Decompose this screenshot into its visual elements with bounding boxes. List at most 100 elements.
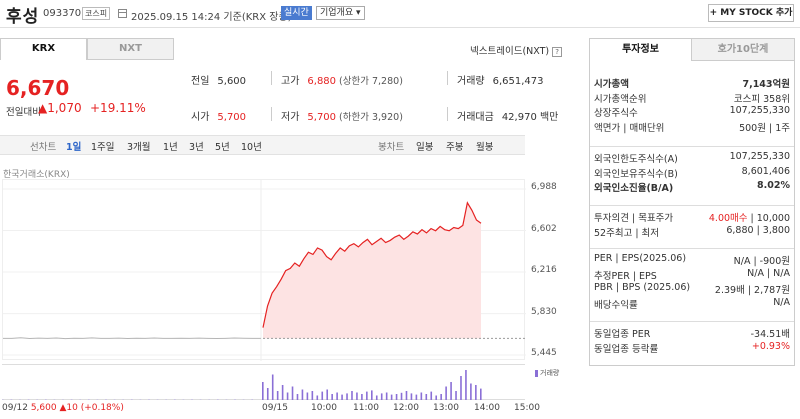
x-tick-label: 13:00 bbox=[433, 403, 459, 413]
period-daily[interactable]: 일봉 bbox=[416, 142, 434, 153]
volume-bar bbox=[435, 395, 438, 400]
volume-bar bbox=[266, 388, 269, 400]
tab-nxt[interactable]: NXT bbox=[87, 38, 174, 60]
period-weekly[interactable]: 주봉 bbox=[446, 142, 464, 153]
nxt-link[interactable]: 넥스트레이드(NXT)? bbox=[470, 43, 563, 57]
amount-value: 42,970 백만 bbox=[501, 112, 559, 123]
volume-bar bbox=[191, 399, 193, 400]
volume-bar bbox=[336, 392, 338, 400]
volume-bar bbox=[460, 376, 462, 400]
volume-bar bbox=[234, 399, 236, 400]
volume-bar bbox=[242, 399, 245, 400]
period-3m[interactable]: 3개월 bbox=[127, 142, 151, 153]
volume-bar bbox=[380, 393, 383, 400]
volume-bar bbox=[375, 395, 378, 400]
volume-bar bbox=[217, 399, 219, 400]
period-1w[interactable]: 1주일 bbox=[91, 142, 115, 153]
volume-bar bbox=[45, 399, 47, 400]
divider bbox=[590, 146, 794, 147]
volume-bar bbox=[480, 388, 482, 400]
tab-orderbook[interactable]: 호가10단계 bbox=[692, 39, 794, 61]
volume-bar bbox=[405, 391, 408, 400]
divider bbox=[447, 71, 448, 85]
volume-chart bbox=[2, 370, 482, 400]
volume-bar bbox=[27, 399, 30, 400]
volume-bar bbox=[311, 391, 314, 400]
volume-bar bbox=[331, 394, 333, 400]
volume-bar bbox=[425, 394, 428, 400]
info-value: 7,143억원 bbox=[742, 79, 790, 90]
info-row: 동일업종 등락률 +0.93% bbox=[594, 341, 790, 355]
volume-bar bbox=[475, 385, 477, 400]
volume-bar bbox=[341, 394, 343, 400]
volume-bar bbox=[182, 399, 185, 400]
volume-bar bbox=[390, 394, 393, 400]
volume-bar bbox=[88, 399, 90, 400]
info-value: 107,255,330 bbox=[729, 151, 790, 162]
info-value: 8,601,406 bbox=[741, 165, 790, 177]
y-tick-label: 5,445 bbox=[531, 348, 557, 358]
info-value: N/A | -900원 bbox=[733, 256, 790, 267]
volume-bar bbox=[53, 399, 56, 400]
info-row: 상장주식수 107,255,330 bbox=[594, 105, 790, 119]
info-row: 외국인소진율(B/A) 8.02% bbox=[594, 180, 790, 194]
stock-code: 093370 bbox=[43, 8, 82, 19]
period-5y[interactable]: 5년 bbox=[215, 142, 230, 153]
volume-bar bbox=[225, 399, 228, 400]
x-tick-label: 12:00 bbox=[393, 403, 419, 413]
period-3y[interactable]: 3년 bbox=[189, 142, 204, 153]
upper-limit: (상한가 7,280) bbox=[339, 76, 403, 87]
volume-bar bbox=[165, 399, 167, 400]
volume-bar bbox=[96, 399, 99, 400]
volume-bar bbox=[105, 399, 107, 400]
volume-bar bbox=[470, 383, 472, 400]
info-value: 코스피 358위 bbox=[733, 93, 790, 105]
divider bbox=[590, 205, 794, 206]
help-icon[interactable]: ? bbox=[552, 46, 563, 57]
period-1d[interactable]: 1일 bbox=[66, 142, 82, 153]
volume-bar bbox=[420, 392, 423, 400]
calendar-icon bbox=[118, 9, 127, 18]
volume-bar bbox=[400, 392, 403, 400]
amount-label: 거래대금 bbox=[457, 112, 494, 123]
info-label: 시가총액순위 bbox=[594, 93, 647, 105]
volume-bar bbox=[371, 390, 373, 400]
prev-label: 전일 bbox=[191, 76, 210, 87]
x-tick-label: 15:00 bbox=[514, 403, 540, 413]
volume-chart-frame bbox=[2, 364, 525, 400]
info-row: 투자의견 | 목표주가 4.00매수 | 10,000 bbox=[594, 210, 790, 224]
info-row: 52주최고 | 최저 6,880 | 3,800 bbox=[594, 225, 790, 239]
info-row: PER | EPS(2025.06) N/A | -900원 bbox=[594, 253, 790, 267]
info-label: 시가총액 bbox=[594, 79, 629, 90]
tab-krx[interactable]: KRX bbox=[0, 38, 87, 60]
exchange-tabs: KRX NXT bbox=[0, 38, 175, 60]
y-tick-label: 6,602 bbox=[531, 223, 557, 234]
info-row: 시가총액 7,143억원 bbox=[594, 76, 790, 90]
info-value: 8.02% bbox=[757, 180, 790, 191]
price-change-percent: +19.11% bbox=[90, 101, 146, 115]
y-tick-label: 5,830 bbox=[531, 306, 557, 317]
period-monthly[interactable]: 월봉 bbox=[476, 142, 494, 153]
realtime-badge: 실시간 bbox=[281, 6, 312, 20]
low-label: 저가 bbox=[281, 112, 300, 123]
period-1y[interactable]: 1년 bbox=[163, 142, 178, 153]
volume-bar bbox=[251, 399, 253, 400]
volume-label: 거래량 bbox=[457, 76, 485, 87]
add-mystock-button[interactable]: + MY STOCK 추가 bbox=[708, 4, 794, 22]
tab-investment-info[interactable]: 투자정보 bbox=[590, 39, 692, 61]
company-overview-dropdown[interactable]: 기업개요 ▾ bbox=[316, 6, 365, 20]
line-chart-label: 선차트 bbox=[30, 142, 57, 153]
volume-bar bbox=[366, 391, 368, 400]
prev-value: 5,600 bbox=[217, 76, 247, 87]
volume-bar bbox=[356, 392, 358, 400]
quote-prev: 전일 5,600 bbox=[191, 72, 246, 87]
open-value: 5,700 bbox=[217, 112, 247, 123]
info-row: 시가총액순위 코스피 358위 bbox=[594, 91, 790, 105]
info-row: 외국인보유주식수(B) 8,601,406 bbox=[594, 165, 790, 180]
x-tick-label: 10:00 bbox=[311, 403, 337, 413]
volume-bar bbox=[174, 399, 176, 400]
volume-bar bbox=[262, 382, 264, 400]
divider bbox=[271, 107, 272, 121]
period-10y[interactable]: 10년 bbox=[241, 142, 262, 153]
